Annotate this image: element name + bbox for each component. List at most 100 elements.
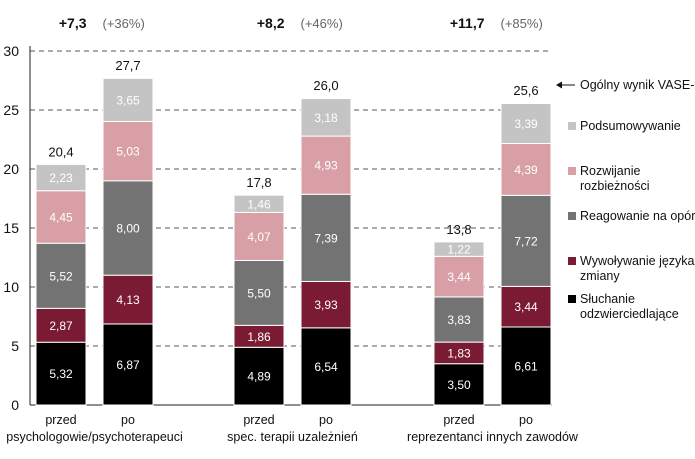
bar-total-label: 26,0 bbox=[313, 78, 338, 93]
y-tick-label: 5 bbox=[11, 338, 19, 354]
group-change: +11,7 bbox=[450, 15, 485, 31]
bar-total-label: 27,7 bbox=[115, 58, 140, 73]
bar-value-label: 7,72 bbox=[514, 234, 538, 248]
bar-value-label: 3,18 bbox=[314, 111, 338, 125]
bar-segment bbox=[433, 296, 485, 343]
legend-swatch bbox=[568, 167, 576, 175]
x-axis-labels: przed po przed po przed po psychologowie/psych… bbox=[6, 413, 579, 444]
bar-value-label: 3,93 bbox=[314, 298, 338, 312]
bar-value-label: 2,23 bbox=[49, 171, 73, 185]
bar-segment bbox=[433, 241, 485, 257]
bar-segment bbox=[500, 143, 552, 196]
x-tick-label: po bbox=[519, 413, 533, 427]
x-tick-label: przed bbox=[243, 413, 274, 427]
total-legend-arrowhead bbox=[556, 81, 562, 89]
legend-swatch bbox=[568, 257, 576, 265]
group-label: psychologowie/psychoterapeuci bbox=[6, 430, 183, 444]
bar-value-label: 4,07 bbox=[247, 230, 271, 244]
bar-value-label: 3,39 bbox=[514, 117, 538, 131]
group-changes: +7,3 (+36%) +8,2 (+46%) +11,7 (+85%) bbox=[59, 15, 543, 31]
total-labels: 20,4 27,7 17,8 26,0 13,8 25,6 bbox=[48, 58, 538, 237]
bar-segment bbox=[233, 259, 285, 326]
bar-value-label: 2,87 bbox=[49, 319, 73, 333]
bar-value-label: 3,44 bbox=[514, 300, 538, 314]
bar-value-label: 6,54 bbox=[314, 360, 338, 374]
y-tick-label: 20 bbox=[3, 161, 19, 177]
bar-value-label: 4,13 bbox=[116, 293, 140, 307]
bar-segment bbox=[500, 285, 552, 328]
group-label: spec. terapii uzależnień bbox=[227, 430, 358, 444]
bar-value-label: 1,46 bbox=[247, 197, 271, 211]
legend-swatch bbox=[568, 122, 576, 130]
bar-segment bbox=[233, 194, 285, 213]
bar-segment bbox=[102, 323, 154, 406]
bar-segment bbox=[300, 98, 352, 137]
y-tick-label: 0 bbox=[11, 397, 19, 413]
x-tick-label: przed bbox=[45, 413, 76, 427]
y-tick-label: 30 bbox=[3, 43, 19, 59]
bar-value-label: 6,87 bbox=[116, 358, 140, 372]
legend-label: Rozwijanie rozbieżności bbox=[580, 164, 649, 193]
bar-segment bbox=[300, 280, 352, 329]
bar-segment bbox=[233, 346, 285, 406]
bars: 5,32 2,87 5,52 4,45 2,23 6,87 4,13 8,00 5,03 3,65… bbox=[35, 77, 552, 406]
bar-value-label: 5,52 bbox=[49, 269, 73, 283]
bar-value-label: 1,83 bbox=[447, 346, 471, 360]
bar-total-label: 17,8 bbox=[246, 175, 271, 190]
y-tick-label: 10 bbox=[3, 279, 19, 295]
bar-total-label: 20,4 bbox=[48, 144, 73, 159]
bar-segment bbox=[102, 77, 154, 122]
group-change-pct: (+36%) bbox=[103, 16, 145, 31]
bar-segment bbox=[102, 120, 154, 182]
bar-value-label: 3,44 bbox=[447, 270, 471, 284]
bar-segment bbox=[35, 341, 87, 406]
bar-value-label: 3,65 bbox=[116, 93, 140, 107]
bar-segment bbox=[35, 242, 87, 309]
bar-segment bbox=[233, 211, 285, 261]
bar-value-label: 1,22 bbox=[447, 243, 471, 257]
y-tick-label: 25 bbox=[3, 102, 19, 118]
bar-value-label: 7,39 bbox=[314, 231, 338, 245]
bar-value-label: 5,03 bbox=[116, 145, 140, 159]
bar-value-label: 3,50 bbox=[447, 378, 471, 392]
group-change-pct: (+85%) bbox=[501, 16, 543, 31]
group-change: +8,2 bbox=[257, 15, 285, 31]
legend-label: Podsumowywanie bbox=[580, 119, 681, 133]
y-tick-label: 15 bbox=[3, 220, 19, 236]
bar-value-label: 4,89 bbox=[247, 370, 271, 384]
bar-segment bbox=[500, 326, 552, 406]
total-legend-label: Ogólny wynik VASE-R bbox=[580, 78, 695, 92]
x-tick-label: po bbox=[121, 413, 135, 427]
bar-segment bbox=[500, 103, 552, 145]
bar-value-label: 6,61 bbox=[514, 360, 538, 374]
bar-segment bbox=[35, 163, 87, 192]
bar-value-label: 4,45 bbox=[49, 210, 73, 224]
bar-total-label: 13,8 bbox=[446, 222, 471, 237]
x-tick-label: po bbox=[319, 413, 333, 427]
bar-segment bbox=[300, 193, 352, 282]
bar-segment bbox=[300, 327, 352, 406]
group-change-pct: (+46%) bbox=[301, 16, 343, 31]
x-tick-label: przed bbox=[443, 413, 474, 427]
bar-segment bbox=[35, 190, 87, 244]
legend-swatch bbox=[568, 212, 576, 220]
bar-value-label: 8,00 bbox=[116, 222, 140, 236]
bar-segment bbox=[500, 194, 552, 287]
bar-value-label: 3,83 bbox=[447, 313, 471, 327]
legend-label: Reagowanie na opór bbox=[580, 209, 695, 223]
bar-value-label: 1,86 bbox=[247, 330, 271, 344]
bar-value-label: 5,50 bbox=[247, 286, 271, 300]
group-change: +7,3 bbox=[59, 15, 87, 31]
bar-value-label: 4,39 bbox=[514, 163, 538, 177]
bar-segment bbox=[300, 135, 352, 195]
bar-value-label: 5,32 bbox=[49, 367, 73, 381]
legend: Ogólny wynik VASE-R Podsumowywanie Rozwija… bbox=[556, 78, 695, 321]
bar-segment bbox=[102, 180, 154, 276]
legend-label: Wywoływanie języka zmiany bbox=[580, 254, 695, 283]
bar-value-label: 4,93 bbox=[314, 159, 338, 173]
group-label: reprezentanci innych zawodów bbox=[407, 430, 579, 444]
legend-swatch bbox=[568, 295, 576, 303]
legend-label: Słuchanie odzwierciedlające bbox=[580, 292, 679, 321]
bar-total-label: 25,6 bbox=[513, 83, 538, 98]
